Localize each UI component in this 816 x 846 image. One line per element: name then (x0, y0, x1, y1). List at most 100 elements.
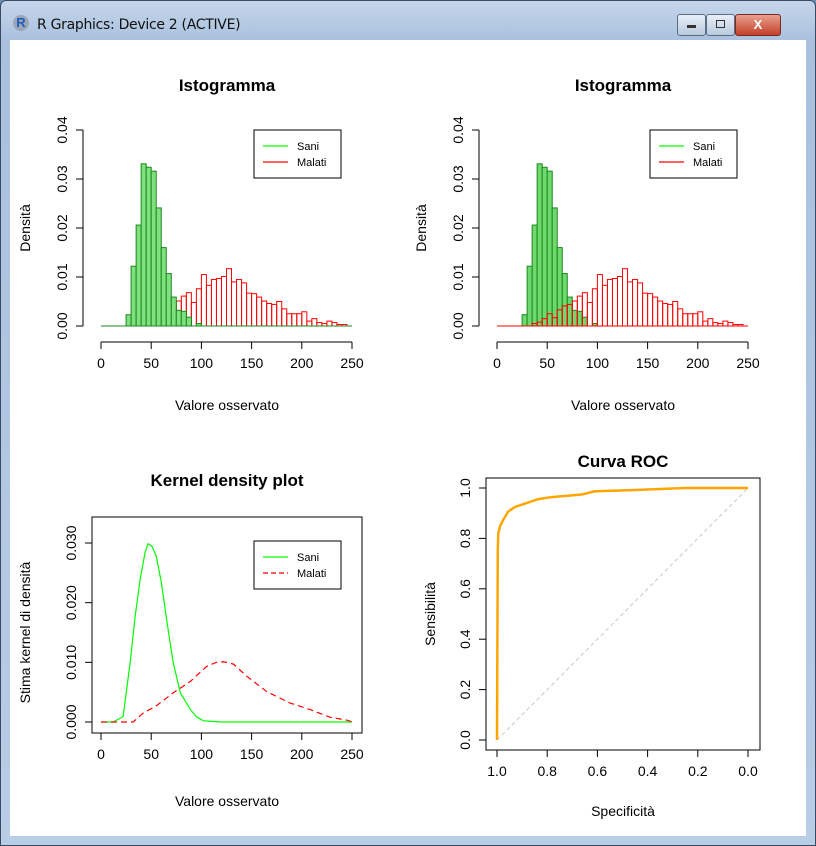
histogram-bar-sani (195, 323, 202, 327)
histogram-bar-sani (576, 310, 583, 327)
histogram-bar-sani (536, 163, 543, 327)
histogram-bar-malati (677, 308, 684, 327)
x-tick-label: 50 (143, 746, 159, 762)
maximize-button[interactable] (706, 14, 735, 36)
y-tick-label: 0.01 (450, 263, 466, 290)
histogram-bar-malati (200, 274, 207, 327)
histogram-bar-malati (667, 303, 674, 327)
histogram-bar-sani (541, 166, 548, 327)
histogram-bar-malati (601, 284, 608, 327)
y-tick-label: 0.03 (450, 165, 466, 192)
y-tick-label: 0.020 (63, 585, 79, 620)
histogram-bar-sani (170, 296, 177, 327)
histogram-bar-malati (210, 278, 217, 327)
title-bar[interactable]: R R Graphics: Device 2 (ACTIVE) X (0, 0, 816, 40)
x-tick-label: 100 (190, 355, 214, 371)
histogram-bar-sani (125, 314, 132, 327)
histogram-bar-sani (175, 309, 182, 327)
histogram-bar-malati (652, 296, 659, 327)
histogram-bar-malati (271, 303, 278, 327)
legend-label: Sani (297, 141, 319, 153)
series-line-malati (101, 661, 354, 723)
y-tick-label: 0.00 (54, 312, 70, 339)
histogram-bar-malati (591, 288, 598, 327)
legend-label: Sani (297, 552, 319, 564)
chart-panel-2: Istogramma Valore osservato Densità 0 50 100 1… (413, 76, 760, 413)
histogram-bar-sani (551, 207, 558, 327)
histogram-bar-sani (150, 170, 157, 327)
histogram-bar-malati (717, 323, 724, 327)
x-tick-label: 50 (539, 355, 555, 371)
y-tick-label: 0.0 (457, 730, 473, 750)
legend-box (649, 129, 738, 179)
x-axis-label: Valore osservato (175, 793, 279, 809)
series-line-sani (101, 542, 352, 723)
close-button[interactable]: X (735, 14, 781, 36)
y-tick-label: 0.00 (450, 312, 466, 339)
legend: Sani Malati (253, 129, 342, 179)
histogram-bar-sani (561, 273, 568, 327)
histogram-bar-sani (140, 163, 147, 327)
x-axis-label: Specificità (591, 803, 655, 819)
histogram-bar-malati (692, 313, 699, 327)
y-tick-label: 0.04 (54, 116, 70, 143)
histogram-bar-malati (722, 320, 729, 327)
histogram-bar-malati (331, 322, 338, 327)
y-tick-label: 0.8 (457, 528, 473, 548)
histogram-bar-malati (712, 322, 719, 327)
x-tick-label: 150 (636, 355, 660, 371)
histogram-bar-malati (256, 296, 263, 327)
y-axis-label: Sensibilità (422, 582, 438, 646)
histogram-bar-malati (672, 301, 679, 327)
histogram-bar-sani (571, 309, 578, 327)
histogram-bar-malati (296, 313, 303, 327)
histogram-bar-malati (707, 318, 714, 327)
histogram-bar-sani (145, 166, 152, 327)
y-tick-label: 0.02 (450, 214, 466, 241)
histogram-bar-malati (632, 278, 639, 327)
x-tick-label: 0 (493, 355, 501, 371)
histogram-bar-malati (266, 302, 273, 327)
histogram-bar-malati (246, 292, 253, 327)
x-tick-label: 1.0 (487, 763, 507, 779)
histogram-bar-malati (220, 276, 227, 327)
x-tick-label: 250 (340, 355, 364, 371)
minimize-button[interactable] (677, 14, 706, 36)
x-tick-label: 200 (686, 355, 710, 371)
reference-diagonal (496, 487, 749, 741)
plot-box (485, 477, 761, 751)
histogram-bar-malati (596, 274, 603, 327)
histogram-bar-malati (205, 284, 212, 327)
legend: Sani Malati (253, 540, 342, 590)
plot-box (91, 516, 363, 734)
histogram-bar-malati (727, 322, 734, 327)
x-tick-label: 200 (290, 355, 314, 371)
histogram-bar-sani (531, 224, 538, 327)
histogram-bar-malati (261, 300, 268, 327)
x-axis-label: Valore osservato (571, 397, 675, 413)
histogram-bar-malati (606, 278, 613, 327)
x-tick-label: 0.0 (738, 763, 758, 779)
chart-title: Istogramma (179, 76, 276, 95)
histogram-bar-malati (251, 293, 258, 327)
histogram-bar-malati (657, 300, 664, 327)
legend-label: Malati (297, 568, 326, 580)
histogram-bar-malati (687, 313, 694, 327)
y-tick-label: 0.030 (63, 525, 79, 560)
histogram-bar-malati (236, 278, 243, 327)
x-tick-label: 150 (240, 355, 264, 371)
y-tick-label: 0.010 (63, 645, 79, 680)
x-tick-label: 0 (97, 355, 105, 371)
histogram-bar-malati (301, 311, 308, 327)
x-tick-label: 0.6 (588, 763, 608, 779)
x-tick-label: 250 (736, 355, 760, 371)
x-tick-label: 50 (143, 355, 159, 371)
series-line-roc (495, 486, 748, 741)
y-axis-label: Densità (413, 204, 429, 252)
histogram-bar-malati (326, 320, 333, 327)
r-logo-icon: R (13, 15, 29, 31)
histogram-bar-sani (155, 207, 162, 327)
y-axis-label: Densità (17, 204, 33, 252)
x-tick-label: 100 (190, 746, 214, 762)
